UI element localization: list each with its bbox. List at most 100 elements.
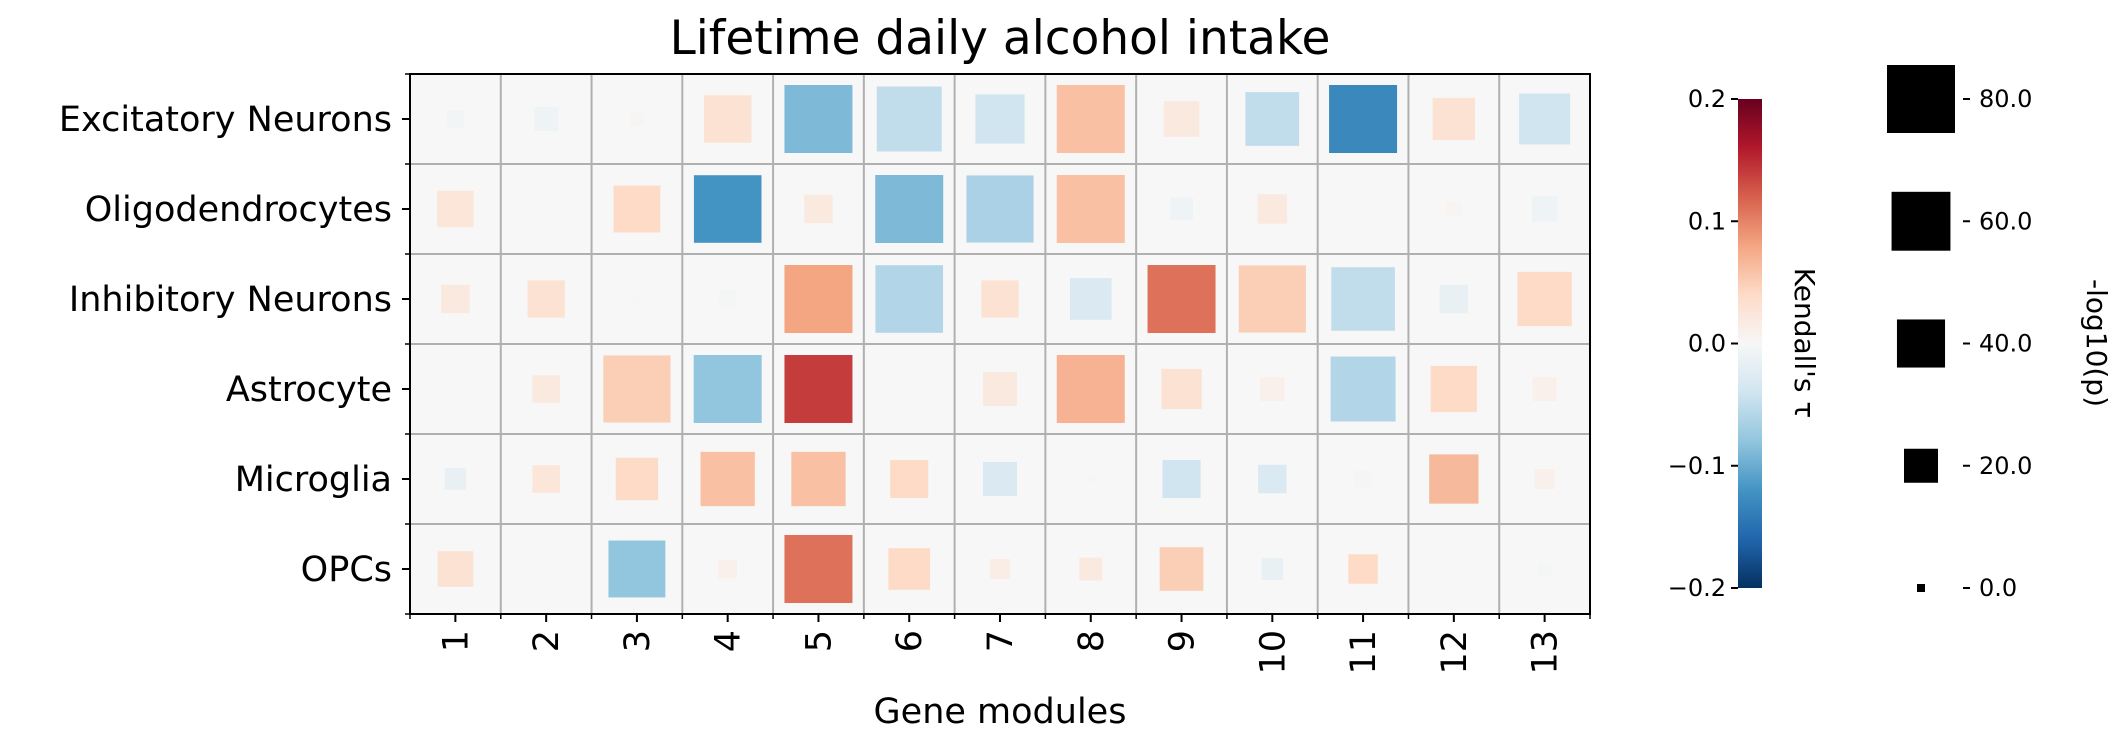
size-legend-marker — [1896, 319, 1946, 368]
colorbar-ticks: 0.2 0.1 0.0 −0.1 −0.2 — [1668, 85, 1738, 602]
heatmap-cell — [1534, 468, 1555, 490]
heatmap-cells — [437, 85, 1572, 603]
heatmap-cell — [534, 106, 559, 132]
heatmap-cell — [1261, 558, 1284, 580]
x-axis-label: Gene modules — [874, 692, 1127, 732]
heatmap-cell — [615, 457, 659, 501]
heatmap-cell — [1162, 459, 1201, 499]
x-tick-label: 9 — [1163, 630, 1203, 652]
x-tick-label: 3 — [618, 630, 658, 652]
colorbar-tick-label: −0.1 — [1668, 452, 1726, 480]
x-tick-label: 1 — [436, 630, 476, 652]
colorbar-label: Kendall's τ — [1788, 268, 1821, 418]
heatmap-cell — [791, 451, 846, 507]
size-legend-label: -log10(p) — [2080, 279, 2113, 407]
x-tick-label: 8 — [1072, 630, 1112, 652]
colorbar-tick-label: −0.2 — [1668, 574, 1726, 602]
x-tick-label: 2 — [527, 630, 567, 652]
heatmap-cell — [1245, 92, 1300, 146]
heatmap-cell — [532, 465, 560, 493]
x-tick-label: 6 — [890, 630, 930, 652]
heatmap-cell — [1056, 85, 1125, 153]
heatmap-cell — [1257, 194, 1288, 224]
size-legend-marker — [1891, 191, 1951, 251]
heatmap-cell — [1170, 197, 1193, 221]
heatmap-cell — [693, 355, 762, 423]
colorbar — [1738, 99, 1762, 588]
heatmap-cell — [703, 95, 752, 143]
x-tick-label: 11 — [1344, 630, 1384, 675]
heatmap-cell — [875, 175, 944, 243]
x-tick-label: 7 — [981, 630, 1021, 652]
heatmap-cell — [608, 540, 666, 598]
heatmap-cell — [876, 86, 942, 152]
heatmap-cell — [718, 559, 738, 579]
heatmap-cell — [975, 94, 1025, 144]
heatmap-cell — [1258, 464, 1287, 494]
size-legend-tick-label: 20.0 — [1979, 452, 2032, 480]
heatmap-cell — [1163, 101, 1200, 137]
size-legend-tick-label: 60.0 — [1979, 207, 2032, 235]
colorbar-tick-label: 0.2 — [1688, 85, 1726, 113]
heatmap-cell — [1330, 356, 1396, 422]
chart-title: Lifetime daily alcohol intake — [670, 11, 1331, 66]
y-axis-ticks: Excitatory Neurons Oligodendrocytes Inhibi… — [59, 73, 410, 615]
heatmap-cell — [1348, 554, 1378, 584]
colorbar-tick-label: 0.0 — [1688, 330, 1726, 358]
heatmap-cell — [1238, 265, 1306, 333]
heatmap-cell — [1432, 97, 1476, 141]
heatmap-cell — [1331, 267, 1395, 331]
heatmap-cell — [981, 280, 1019, 318]
heatmap-cell — [1538, 562, 1552, 576]
heatmap-cell — [1069, 278, 1112, 320]
heatmap-cell — [542, 205, 550, 213]
y-tick-label: Oligodendrocytes — [85, 190, 392, 230]
heatmap-cell — [1159, 547, 1204, 591]
heatmap-cell — [527, 280, 565, 318]
heatmap-cell — [1517, 271, 1572, 327]
size-legend-tick-label: 80.0 — [1979, 85, 2032, 113]
size-legend-marker — [1917, 584, 1925, 592]
size-legend-marker — [1904, 448, 1938, 483]
heatmap-cell — [1329, 85, 1398, 153]
heatmap-cell — [1056, 355, 1125, 423]
heatmap-cell — [446, 110, 464, 128]
size-legend-tick-label: 0.0 — [1979, 574, 2017, 602]
heatmap-cell — [784, 85, 853, 153]
heatmap-cell — [1354, 470, 1372, 488]
heatmap-cell — [989, 558, 1011, 580]
heatmap-cell — [1430, 365, 1477, 413]
heatmap-cell — [1161, 368, 1202, 410]
heatmap-cell — [784, 535, 853, 603]
heatmap-cell — [1532, 376, 1557, 402]
size-legend: 80.0 60.0 40.0 20.0 0.0 — [1887, 65, 2032, 602]
y-tick-label: Excitatory Neurons — [59, 100, 392, 140]
x-axis-ticks: 1 2 3 4 5 6 7 8 9 10 11 12 13 — [409, 614, 1591, 675]
heatmap-cell — [633, 295, 641, 303]
size-legend-marker — [1887, 65, 1955, 133]
heatmap-cell — [1079, 557, 1103, 581]
heatmap-cell — [784, 355, 853, 423]
heatmap-cell — [1260, 376, 1285, 402]
size-legend-tick-label: 40.0 — [1979, 330, 2032, 358]
x-tick-label: 5 — [799, 630, 839, 652]
colorbar-tick-label: 0.1 — [1688, 207, 1726, 235]
heatmap-cell — [1429, 454, 1479, 504]
grid-lines — [410, 74, 1590, 614]
heatmap-cell — [1056, 175, 1125, 243]
heatmap-cell — [719, 290, 737, 308]
heatmap-cell — [1519, 93, 1571, 145]
y-tick-label: Microglia — [235, 460, 392, 500]
heatmap-cell — [700, 451, 755, 507]
heatmap-cell — [613, 185, 661, 233]
heatmap-cell — [693, 175, 762, 243]
heatmap-cell — [983, 372, 1017, 406]
heatmap-cell — [983, 462, 1017, 496]
heatmap-cell — [875, 265, 944, 333]
heatmap-cell — [784, 265, 853, 333]
heatmap-cell — [437, 551, 474, 587]
heatmap-cell — [890, 459, 929, 499]
x-tick-label: 12 — [1435, 630, 1475, 675]
x-tick-label: 13 — [1526, 630, 1566, 675]
